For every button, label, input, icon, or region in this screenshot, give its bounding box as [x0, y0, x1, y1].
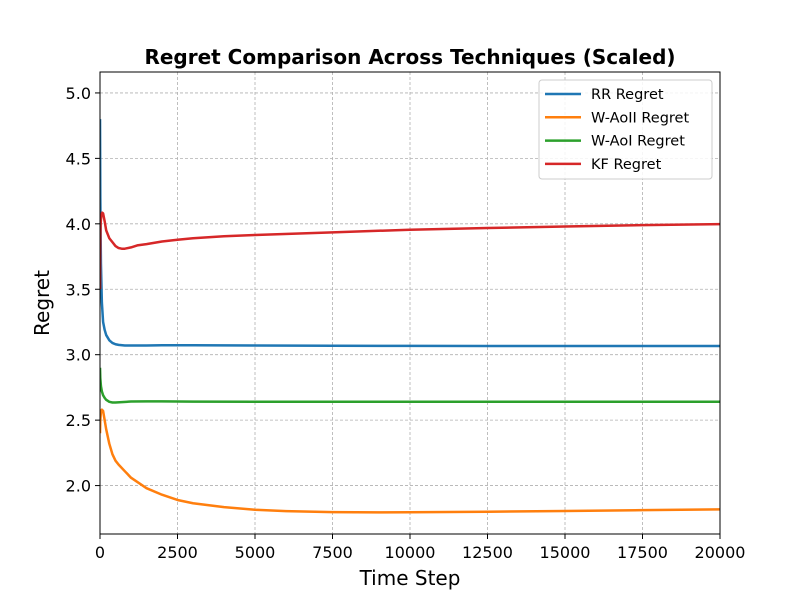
y-tick-label: 2.5	[66, 411, 91, 430]
y-axis-label: Regret	[30, 270, 54, 336]
x-tick-label: 0	[95, 543, 105, 562]
x-tick-label: 20000	[695, 543, 746, 562]
x-tick-label: 7500	[312, 543, 353, 562]
y-tick-label: 5.0	[66, 84, 91, 103]
legend-label: W-AoI Regret	[591, 134, 685, 150]
x-tick-label: 15000	[540, 543, 591, 562]
y-axis: 2.0 2.5 3.0 3.5 4.0 4.5 5.0	[66, 84, 100, 496]
series-line-3	[100, 211, 720, 290]
x-tick-label: 12500	[462, 543, 513, 562]
x-tick-label: 17500	[617, 543, 668, 562]
series-layer	[100, 119, 720, 514]
series-line-2	[100, 367, 720, 404]
series-line-1	[100, 408, 720, 514]
legend-label: W-AoII Regret	[591, 110, 689, 126]
y-tick-label: 3.5	[66, 280, 91, 299]
x-axis: 0 2500 5000 7500 10000 12500 15000 17500 20000	[95, 534, 746, 562]
series-line-0	[100, 119, 720, 348]
y-tick-label: 4.0	[66, 215, 91, 234]
x-tick-label: 10000	[385, 543, 436, 562]
y-tick-label: 4.5	[66, 149, 91, 168]
chart-title: Regret Comparison Across Techniques (Sca…	[144, 45, 675, 69]
y-tick-label: 2.0	[66, 477, 91, 496]
x-axis-label: Time Step	[359, 566, 461, 590]
x-tick-label: 5000	[235, 543, 276, 562]
y-tick-label: 3.0	[66, 346, 91, 365]
legend-label: KF Regret	[591, 157, 662, 173]
legend-box	[538, 79, 713, 180]
legend: RR Regret W-AoII Regret W-AoI Regret KF Reg…	[538, 79, 713, 180]
x-tick-label: 2500	[157, 543, 198, 562]
legend-label: RR Regret	[591, 87, 664, 103]
